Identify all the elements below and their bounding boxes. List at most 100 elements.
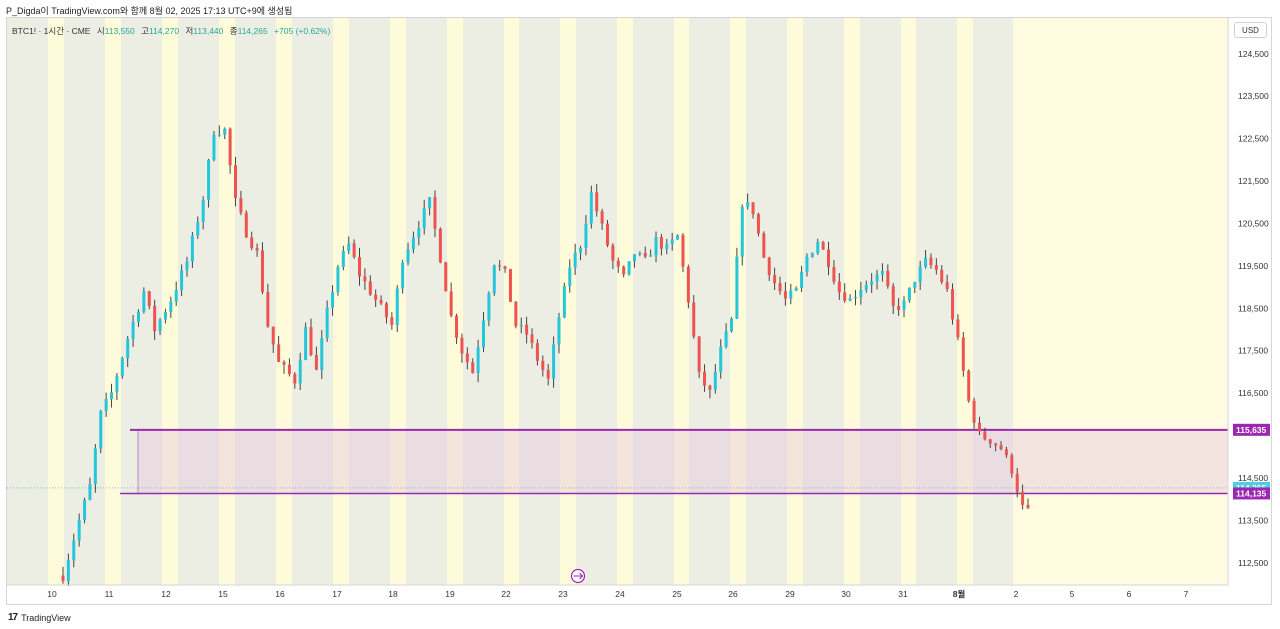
legend-close-label: 종 [229, 26, 238, 36]
candle-down [234, 165, 238, 199]
candle-down [153, 305, 157, 332]
candle-down [314, 355, 318, 370]
candle-up [169, 301, 173, 313]
symbol-legend: BTC1! · 1시간 · CME 시113,550 고114,270 저113… [12, 25, 330, 37]
candle-down [762, 233, 766, 258]
currency-button[interactable]: USD [1234, 22, 1267, 38]
candle-up [519, 324, 523, 327]
x-tick-label: 23 [558, 589, 568, 599]
candle-down [1010, 455, 1014, 474]
candle-down [455, 315, 459, 338]
candle-down [940, 269, 944, 283]
candle-down [282, 361, 286, 365]
candle-up [552, 344, 556, 379]
candle-down [983, 431, 987, 440]
y-tick-label: 121,500 [1238, 176, 1269, 186]
candle-down [514, 301, 518, 327]
candle-down [1004, 449, 1008, 456]
candle-down [751, 202, 755, 215]
y-tick-label: 112,500 [1238, 558, 1268, 568]
candle-up [158, 319, 162, 332]
candle-up [562, 286, 566, 318]
candle-up [201, 199, 205, 222]
candle-down [471, 362, 475, 374]
x-tick-label: 22 [501, 589, 511, 599]
candle-down [1015, 473, 1019, 492]
candle-down [379, 299, 383, 304]
legend-high: 114,270 [148, 26, 180, 36]
candle-up [207, 159, 211, 200]
candle-up [482, 320, 486, 348]
candle-up [304, 327, 308, 360]
session-band [901, 18, 916, 585]
session-band [7, 18, 48, 585]
candle-down [945, 282, 949, 290]
support-zone [7, 428, 1228, 495]
candle-up [395, 288, 399, 326]
candle-down [988, 439, 992, 444]
candle-down [832, 267, 836, 282]
legend-open-label: 시 [96, 26, 105, 36]
candle-down [897, 305, 901, 310]
candle-down [508, 268, 512, 302]
candle-down [956, 319, 960, 338]
candle-up [487, 293, 491, 321]
candle-up [223, 128, 227, 135]
future-area [1013, 18, 1228, 585]
x-tick-label: 10 [47, 589, 57, 599]
candle-up [719, 346, 723, 372]
session-band [219, 18, 235, 585]
candle-up [115, 376, 119, 393]
x-tick-label: 7 [1184, 589, 1189, 599]
footer-brand: 17 TradingView [8, 612, 71, 623]
y-tick-label: 113,500 [1238, 515, 1268, 525]
candle-down [783, 291, 787, 299]
session-bands [7, 18, 1228, 585]
candle-up [859, 289, 863, 298]
candle-down [460, 337, 464, 354]
candle-up [136, 311, 140, 322]
candle-up [401, 262, 405, 289]
session-band [406, 18, 447, 585]
candle-up [805, 256, 809, 272]
candle-down [271, 326, 275, 345]
candle-up [735, 256, 739, 319]
candle-up [800, 271, 804, 288]
x-tick-label: 30 [841, 589, 851, 599]
y-tick-label: 118,500 [1238, 303, 1268, 313]
candle-up [670, 239, 674, 244]
session-band [916, 18, 957, 585]
y-tick-label: 124,500 [1238, 49, 1269, 59]
session-band [105, 18, 121, 585]
session-band [292, 18, 333, 585]
candle-up [88, 484, 92, 500]
candle-down [756, 214, 760, 234]
candle-down [374, 294, 378, 300]
session-band [746, 18, 787, 585]
session-band [633, 18, 674, 585]
legend-close: 114,265 [237, 26, 268, 36]
candle-up [476, 347, 480, 374]
candle-down [368, 281, 372, 295]
candle-down [535, 343, 539, 361]
candle-down [390, 317, 394, 326]
candle-down [929, 257, 933, 266]
session-band [447, 18, 463, 585]
x-tick-label: 12 [161, 589, 171, 599]
candle-up [557, 317, 561, 345]
candle-up [190, 235, 194, 262]
candle-down [837, 281, 841, 293]
zone-bottom-price-label-bg [1233, 487, 1270, 500]
candle-down [703, 371, 707, 386]
candle-down [616, 260, 620, 267]
legend-change: +705 (+0.62%) [274, 26, 331, 36]
time-axis: 10 11 12 15 16 17 18 19 22 23 24 25 26 29 30 31 8월 2 5 6 7 [7, 584, 1228, 599]
x-tick-label: 24 [615, 589, 625, 599]
candle-up [907, 287, 911, 301]
candle-up [72, 540, 76, 561]
y-tick-label: 116,500 [1238, 388, 1268, 398]
y-tick-label: 123,500 [1238, 91, 1269, 101]
candle-down [546, 369, 550, 379]
candle-down [999, 445, 1003, 450]
